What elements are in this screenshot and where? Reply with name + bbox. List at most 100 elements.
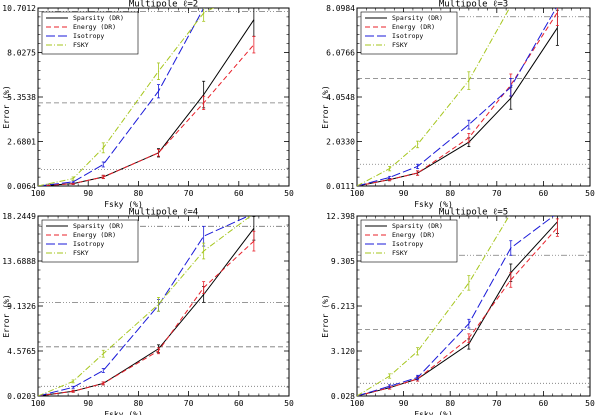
error-bar bbox=[467, 318, 471, 329]
error-bar bbox=[71, 180, 75, 184]
y-tick-label: 2.0330 bbox=[326, 138, 355, 147]
x-tick-label: 50 bbox=[585, 399, 595, 408]
legend-label-sparsity-dr: Sparsity (DR) bbox=[392, 222, 443, 230]
y-tick-label: 9.1326 bbox=[7, 302, 36, 311]
series-line-fsky bbox=[357, 8, 511, 186]
error-bar bbox=[156, 149, 160, 157]
x-tick-label: 70 bbox=[492, 189, 502, 198]
legend-label-fsky: FSKY bbox=[73, 249, 89, 257]
y-tick-label: 8.0984 bbox=[326, 4, 355, 13]
y-tick-label: 3.120 bbox=[331, 347, 355, 356]
error-bar bbox=[467, 333, 471, 343]
chart-panel-4: Multipole ℓ=5 100 90 80 70 60 50 0.028 3.120 6.21… bbox=[321, 208, 595, 415]
error-bar bbox=[156, 84, 160, 99]
series-line-energy-dr bbox=[38, 240, 255, 396]
error-bar bbox=[71, 379, 75, 384]
x-tick-label: 80 bbox=[134, 399, 144, 408]
x-axis-label: Fsky (%) bbox=[104, 200, 143, 209]
error-bar bbox=[467, 71, 471, 90]
chart-panel-3: Multipole ℓ=4 100 90 80 70 60 50 0.0203 4.5765 9.… bbox=[2, 208, 294, 415]
x-tick-label: 90 bbox=[83, 399, 93, 408]
y-tick-label: 0.0064 bbox=[7, 182, 36, 191]
series-line-fsky bbox=[38, 216, 252, 396]
y-axis-label: Error (%) bbox=[2, 294, 11, 337]
chart-panel-2: Multipole ℓ=3 100 90 80 70 60 50 0.0111 2.0330 4.… bbox=[321, 0, 595, 209]
error-bar bbox=[416, 140, 420, 149]
legend-label-fsky: FSKY bbox=[73, 41, 89, 49]
x-tick-label: 80 bbox=[445, 399, 455, 408]
chart-title: Multipole ℓ=3 bbox=[439, 0, 508, 10]
x-tick-label: 50 bbox=[284, 399, 294, 408]
x-tick-label: 70 bbox=[184, 189, 194, 198]
y-tick-label: 8.0275 bbox=[7, 49, 36, 58]
series-line-isotropy bbox=[38, 216, 250, 396]
y-tick-label: 2.6801 bbox=[7, 138, 36, 147]
error-bar bbox=[156, 297, 160, 312]
y-tick-label: 4.0548 bbox=[326, 93, 355, 102]
x-tick-label: 70 bbox=[184, 399, 194, 408]
error-bar bbox=[416, 347, 420, 356]
series-line-energy-dr bbox=[38, 44, 255, 186]
error-bar bbox=[101, 381, 105, 386]
series-line-isotropy bbox=[38, 8, 205, 186]
chart-title: Multipole ℓ=4 bbox=[129, 208, 198, 218]
x-tick-label: 60 bbox=[234, 189, 244, 198]
y-tick-label: 6.0766 bbox=[326, 49, 355, 58]
error-bar bbox=[71, 176, 75, 181]
error-bar bbox=[202, 281, 206, 294]
error-bar bbox=[101, 368, 105, 373]
x-tick-label: 70 bbox=[492, 399, 502, 408]
chart-panel-1: Multipole ℓ=2 100 90 80 70 60 50 0.0064 2.6801 5.… bbox=[2, 0, 294, 209]
y-tick-label: 12.398 bbox=[326, 212, 355, 221]
series-line-isotropy bbox=[357, 8, 557, 186]
legend-label-sparsity-dr: Sparsity (DR) bbox=[73, 222, 124, 230]
x-tick-label: 50 bbox=[284, 189, 294, 198]
error-bar bbox=[388, 384, 392, 389]
legend-label-sparsity-dr: Sparsity (DR) bbox=[392, 14, 443, 22]
x-tick-label: 100 bbox=[31, 189, 46, 198]
x-tick-label: 60 bbox=[539, 399, 549, 408]
error-bar bbox=[388, 175, 392, 179]
error-bar bbox=[555, 8, 559, 26]
legend-box bbox=[41, 11, 139, 55]
legend-box bbox=[41, 219, 139, 263]
error-bar bbox=[101, 174, 105, 180]
error-bar bbox=[252, 230, 256, 252]
y-tick-label: 6.213 bbox=[331, 302, 355, 311]
error-bar bbox=[252, 35, 256, 54]
error-bar bbox=[416, 170, 420, 176]
error-bar bbox=[202, 95, 206, 110]
x-tick-label: 60 bbox=[234, 399, 244, 408]
error-bar bbox=[555, 218, 559, 237]
legend-box bbox=[360, 11, 458, 55]
y-tick-label: 4.5765 bbox=[7, 347, 36, 356]
error-bar bbox=[156, 347, 160, 355]
error-bar bbox=[416, 163, 420, 170]
series-line-sparsity-dr bbox=[38, 227, 255, 396]
x-axis-label: Fsky (%) bbox=[414, 410, 453, 415]
y-tick-label: 0.0203 bbox=[7, 392, 36, 401]
x-tick-label: 100 bbox=[350, 189, 365, 198]
error-bar bbox=[416, 374, 420, 381]
x-tick-label: 100 bbox=[350, 399, 365, 408]
error-bar bbox=[101, 142, 105, 154]
legend-label-fsky: FSKY bbox=[392, 249, 408, 257]
x-tick-label: 100 bbox=[31, 399, 46, 408]
error-bar bbox=[101, 161, 105, 168]
series-line-fsky bbox=[38, 8, 215, 186]
x-axis-label: Fsky (%) bbox=[104, 410, 143, 415]
series-line-energy-dr bbox=[357, 12, 558, 186]
legend-label-energy-dr: Energy (DR) bbox=[73, 231, 116, 239]
series-line-fsky bbox=[357, 216, 510, 396]
legend-label-isotropy: Isotropy bbox=[73, 32, 104, 40]
y-tick-label: 18.2449 bbox=[2, 212, 36, 221]
x-tick-label: 50 bbox=[585, 189, 595, 198]
chart-title: Multipole ℓ=2 bbox=[129, 0, 198, 10]
y-tick-label: 10.7012 bbox=[2, 4, 36, 13]
error-bar bbox=[101, 349, 105, 358]
y-tick-label: 0.0111 bbox=[326, 182, 355, 191]
